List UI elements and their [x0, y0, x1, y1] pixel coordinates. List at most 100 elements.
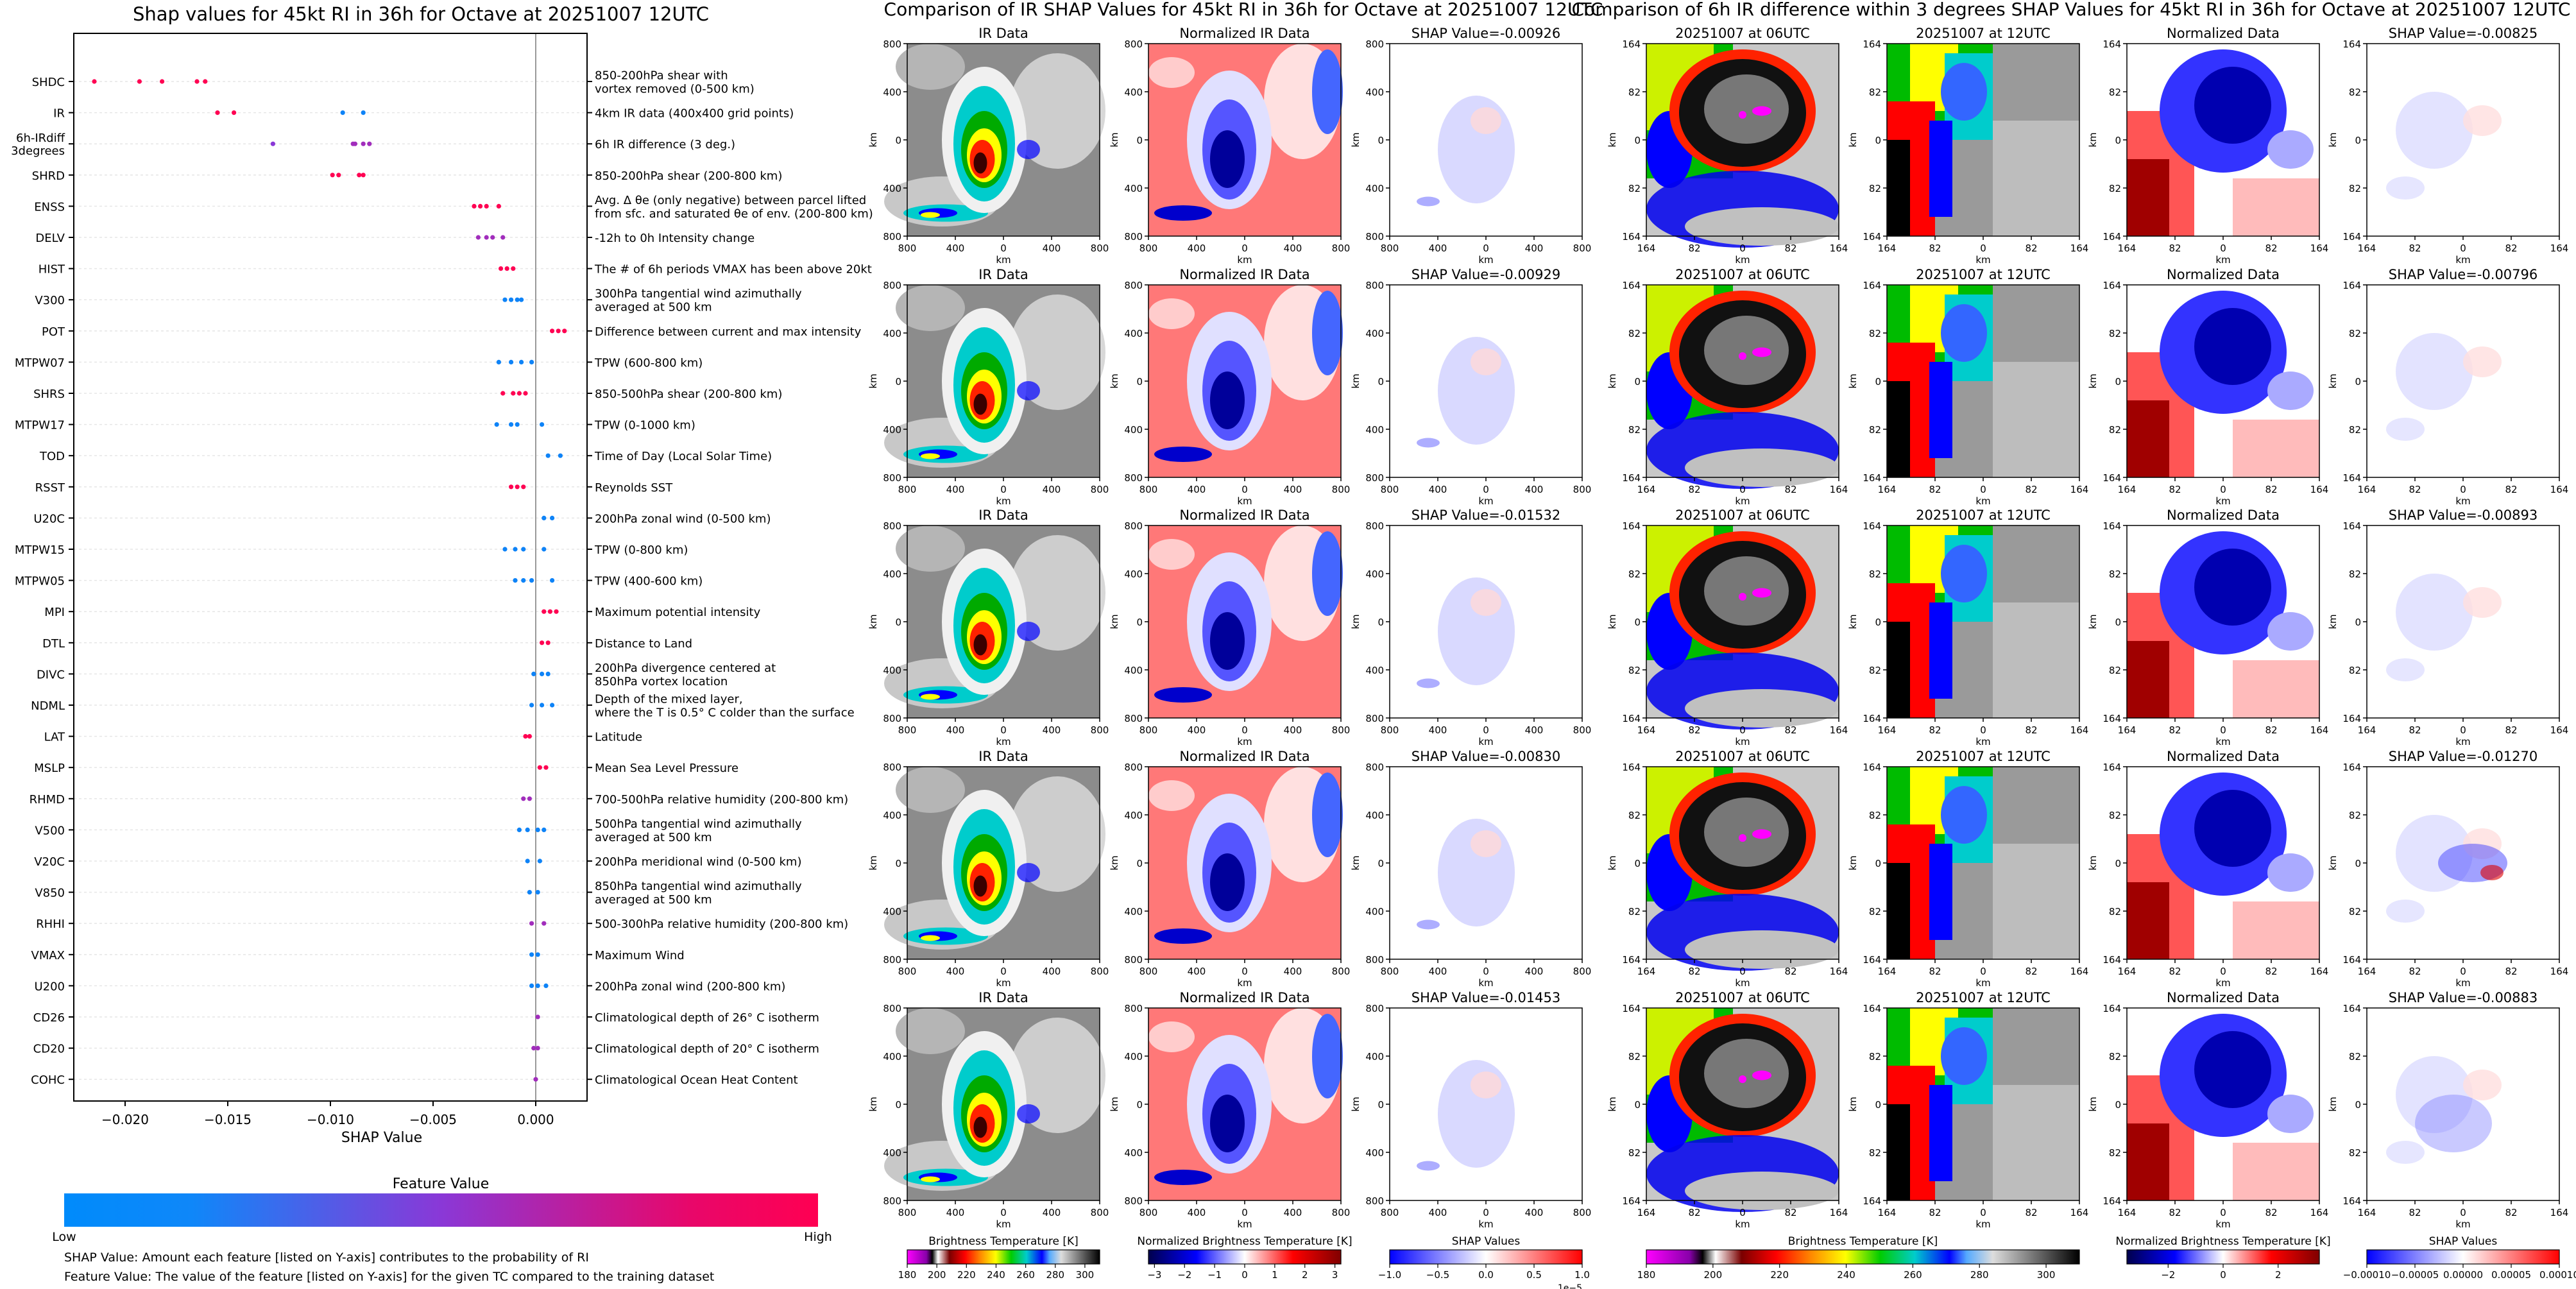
- panel-x-tick-label: 82: [2025, 724, 2037, 736]
- panel-x-axis-label: km: [1975, 495, 1990, 507]
- shap-point: [515, 297, 520, 302]
- panel-x-tick-label: 800: [1332, 966, 1351, 977]
- panel-x-tick-label: 0: [2220, 724, 2226, 736]
- feature-name: HIST: [38, 263, 65, 277]
- panel-x-tick-label: 82: [2409, 243, 2421, 254]
- panel-x-tick-label: 82: [1688, 724, 1700, 736]
- panel-y-tick-label: 0: [1634, 135, 1641, 146]
- panel-y-tick-label: 0: [895, 858, 901, 869]
- panel-x-tick-label: 82: [1688, 484, 1700, 495]
- shap-point: [547, 609, 553, 614]
- feature-description: 300hPa tangential wind azimuthally averag…: [595, 287, 802, 314]
- colorbar-tick-label: 0: [2220, 1269, 2226, 1281]
- panel-x-tick-label: 82: [2025, 243, 2037, 254]
- panel-x-axis-label: km: [1975, 1218, 1990, 1230]
- panel-y-tick-label: 164: [2342, 472, 2361, 484]
- panel-y-tick-label: 400: [883, 906, 901, 918]
- panel-y-tick-label: 800: [1365, 231, 1384, 243]
- panel-y-tick-label: 400: [1124, 87, 1143, 98]
- diff-shap-panel: [2363, 766, 2560, 963]
- shap-point: [529, 578, 534, 583]
- panel-x-tick-label: 800: [1091, 243, 1109, 254]
- panel-y-tick-label: 82: [2349, 87, 2361, 98]
- colorbar-low-label: Low: [52, 1230, 76, 1244]
- panel-x-tick-label: 400: [1525, 724, 1544, 736]
- panel-y-tick-label: 0: [1634, 858, 1641, 869]
- panel-x-tick-label: 164: [2550, 243, 2569, 254]
- panel-y-tick-label: 82: [2109, 1147, 2121, 1159]
- panel-y-tick-label: 82: [1628, 183, 1641, 194]
- colorbar-label: SHAP Values: [1452, 1235, 1521, 1248]
- ir-12utc-panel: [1883, 525, 2080, 722]
- panel-y-tick-label: 164: [1863, 954, 1881, 966]
- panel-y-axis-label: km: [1607, 614, 1618, 629]
- panel-y-tick-label: 164: [2342, 231, 2361, 243]
- panel-y-tick-label: 800: [1124, 520, 1143, 532]
- feature-name: DIVC: [37, 668, 65, 681]
- panel-title: IR Data: [978, 749, 1028, 764]
- ir-data-panel: [884, 1007, 1105, 1204]
- colorbar-tick-label: 280: [1970, 1269, 1989, 1281]
- shap-point: [535, 952, 540, 957]
- feature-name: DTL: [42, 637, 65, 651]
- panel-y-tick-label: 0: [895, 135, 901, 146]
- panel-x-tick-label: 82: [2505, 484, 2517, 495]
- colorbar-tick-label: 300: [2037, 1269, 2056, 1281]
- panel-y-tick-label: 800: [1124, 280, 1143, 291]
- shap-point: [160, 79, 165, 84]
- feature-name: MTPW17: [15, 419, 65, 432]
- panel-x-tick-label: 0: [1980, 1207, 1986, 1218]
- panel-x-tick-label: 0: [1739, 484, 1746, 495]
- feature-description: Distance to Land: [595, 637, 692, 651]
- colorbar-tick-label: 220: [957, 1269, 976, 1281]
- shap-point: [523, 734, 528, 739]
- shap-point: [361, 141, 366, 146]
- plot-frame: [73, 33, 588, 1102]
- panel-title: 20251007 at 12UTC: [1916, 26, 2051, 41]
- panel-y-tick-label: 400: [883, 568, 901, 580]
- panel-x-tick-label: 400: [1043, 243, 1061, 254]
- panel-y-tick-label: 82: [1869, 1147, 1881, 1159]
- panel-y-axis-label: km: [2087, 132, 2099, 147]
- feature-description: Maximum Wind: [595, 949, 685, 962]
- shap-point: [496, 359, 502, 365]
- panel-y-tick-label: 0: [2355, 617, 2361, 628]
- panel-y-tick-label: 400: [1365, 1051, 1384, 1063]
- shap-point: [540, 640, 545, 645]
- shap-point: [361, 173, 366, 178]
- shap-point: [529, 703, 534, 708]
- feature-name: MTPW15: [15, 543, 65, 557]
- panel-y-tick-label: 82: [2109, 1051, 2121, 1063]
- panel-x-tick-label: 400: [1525, 243, 1544, 254]
- colorbar-tick-label: −0.5: [1426, 1269, 1449, 1281]
- normalized-ir-panel: [1145, 43, 1343, 240]
- panel-x-tick-label: 164: [1830, 724, 1848, 736]
- panel-y-tick-label: 800: [1365, 1195, 1384, 1207]
- panel-x-tick-label: 0: [1980, 243, 1986, 254]
- colorbar-tick-label: 1: [1272, 1269, 1278, 1281]
- panel-y-tick-label: 164: [1863, 520, 1881, 532]
- ir-06utc-panel: [1642, 525, 1839, 730]
- panel-x-axis-label: km: [1237, 736, 1252, 747]
- panel-x-tick-label: 164: [1878, 243, 1897, 254]
- panel-x-tick-label: 400: [1429, 484, 1447, 495]
- shap-point: [519, 359, 524, 365]
- shap-point: [562, 329, 567, 334]
- ir-12utc-panel: [1883, 284, 2080, 481]
- colorbar-tick-label: 180: [1637, 1269, 1656, 1281]
- panel-x-tick-label: 164: [1830, 243, 1848, 254]
- shap-point: [515, 422, 520, 427]
- panel-title: 20251007 at 06UTC: [1675, 508, 1810, 523]
- shap-point: [511, 266, 516, 271]
- panel-x-tick-label: 164: [1637, 484, 1656, 495]
- panel-y-tick-label: 800: [883, 520, 901, 532]
- panel-x-tick-label: 164: [2550, 484, 2569, 495]
- panel-x-tick-label: 400: [1188, 1207, 1206, 1218]
- panel-y-tick-label: 164: [1622, 472, 1641, 484]
- panel-y-tick-label: 82: [1869, 568, 1881, 580]
- panel-y-tick-label: 164: [2103, 38, 2121, 50]
- colorbar-offset: 1e−5: [1558, 1283, 1582, 1289]
- panel-y-tick-label: 82: [2349, 328, 2361, 339]
- panel-y-tick-label: 82: [1628, 665, 1641, 676]
